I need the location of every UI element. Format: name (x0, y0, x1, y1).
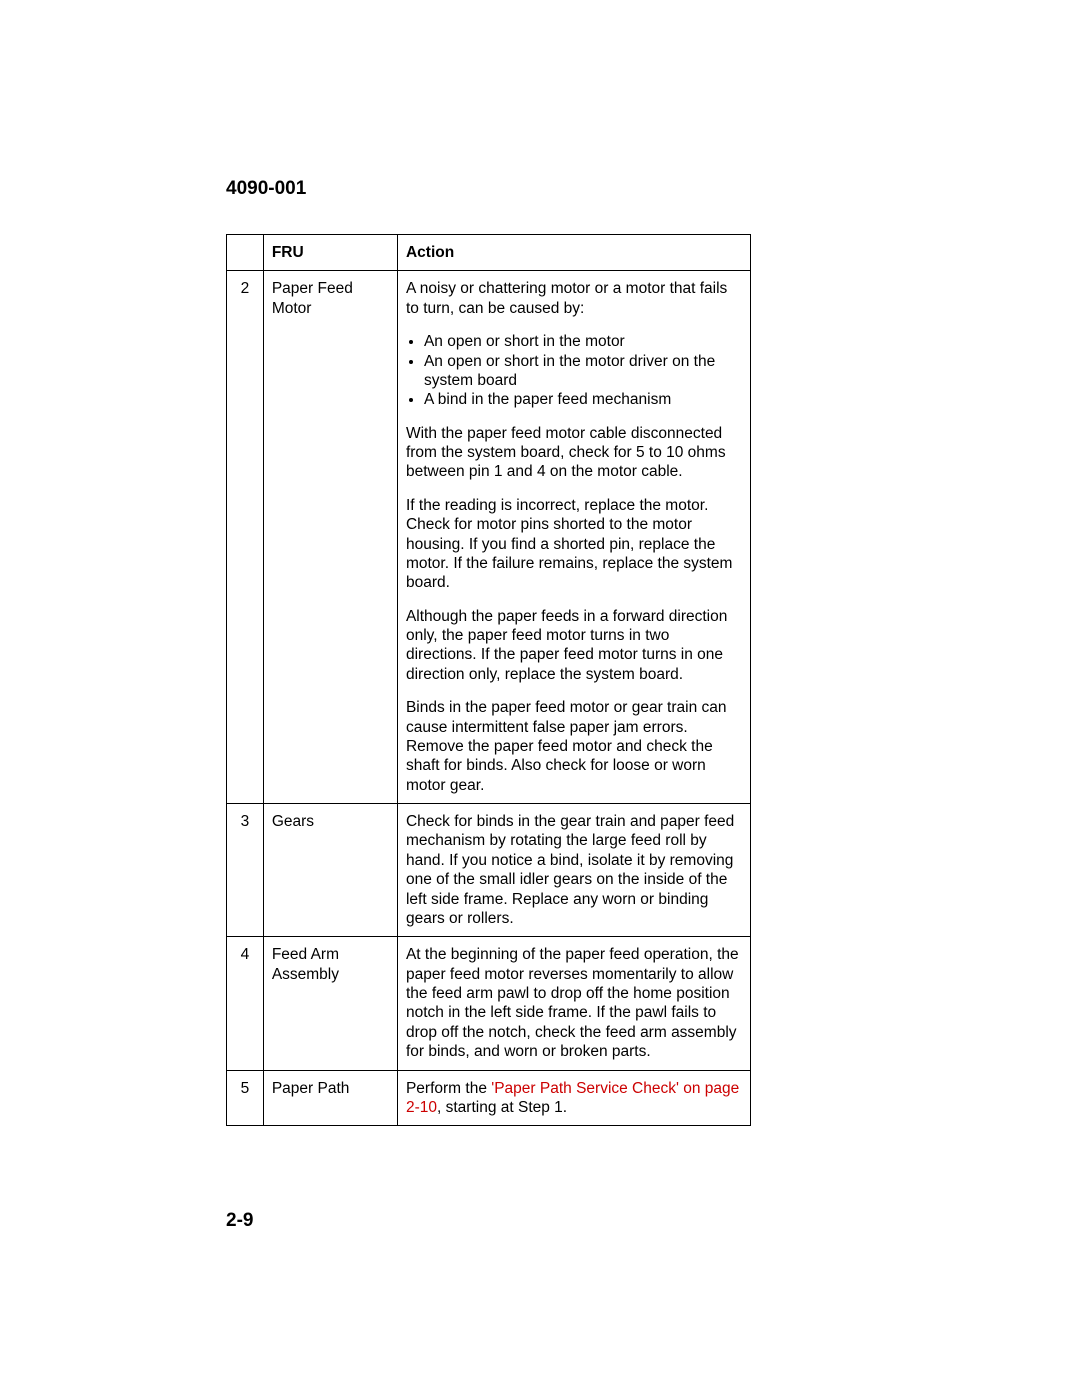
action-bullet: An open or short in the motor driver on … (424, 352, 742, 391)
action-paragraph: With the paper feed motor cable disconne… (406, 424, 742, 482)
header-blank (227, 235, 264, 271)
action-text-pre: Perform the (406, 1080, 491, 1097)
action-bullet: A bind in the paper feed mechanism (424, 390, 742, 409)
row-fru: Feed Arm Assembly (263, 937, 397, 1070)
row-action: A noisy or chattering motor or a motor t… (397, 271, 750, 804)
action-paragraph: Check for binds in the gear train and pa… (406, 812, 742, 928)
action-paragraph: If the reading is incorrect, replace the… (406, 496, 742, 593)
action-paragraph: Binds in the paper feed motor or gear tr… (406, 698, 742, 795)
header-fru: FRU (263, 235, 397, 271)
document-header: 4090-001 (226, 178, 900, 200)
action-bullet: An open or short in the motor (424, 332, 742, 351)
action-paragraph: Although the paper feeds in a forward di… (406, 607, 742, 685)
row-action: At the beginning of the paper feed opera… (397, 937, 750, 1070)
row-number: 2 (227, 271, 264, 804)
table-row: 4 Feed Arm Assembly At the beginning of … (227, 937, 751, 1070)
action-paragraph: At the beginning of the paper feed opera… (406, 945, 742, 1061)
fru-action-table: FRU Action 2 Paper Feed Motor A noisy or… (226, 234, 751, 1126)
row-number: 3 (227, 804, 264, 937)
action-text-post: , starting at Step 1. (437, 1099, 567, 1116)
action-paragraph: Perform the 'Paper Path Service Check' o… (406, 1079, 742, 1118)
document-page: 4090-001 FRU Action 2 Paper Feed Motor A… (0, 0, 1080, 1397)
row-action: Check for binds in the gear train and pa… (397, 804, 750, 937)
row-fru: Paper Path (263, 1070, 397, 1126)
table-row: 2 Paper Feed Motor A noisy or chattering… (227, 271, 751, 804)
table-row: 3 Gears Check for binds in the gear trai… (227, 804, 751, 937)
action-intro: A noisy or chattering motor or a motor t… (406, 279, 742, 318)
row-number: 5 (227, 1070, 264, 1126)
table-row: 5 Paper Path Perform the 'Paper Path Ser… (227, 1070, 751, 1126)
table-header-row: FRU Action (227, 235, 751, 271)
row-fru: Gears (263, 804, 397, 937)
action-bullet-list: An open or short in the motor An open or… (406, 332, 742, 410)
row-fru: Paper Feed Motor (263, 271, 397, 804)
row-number: 4 (227, 937, 264, 1070)
row-action: Perform the 'Paper Path Service Check' o… (397, 1070, 750, 1126)
header-action: Action (397, 235, 750, 271)
page-number: 2-9 (226, 1210, 253, 1232)
